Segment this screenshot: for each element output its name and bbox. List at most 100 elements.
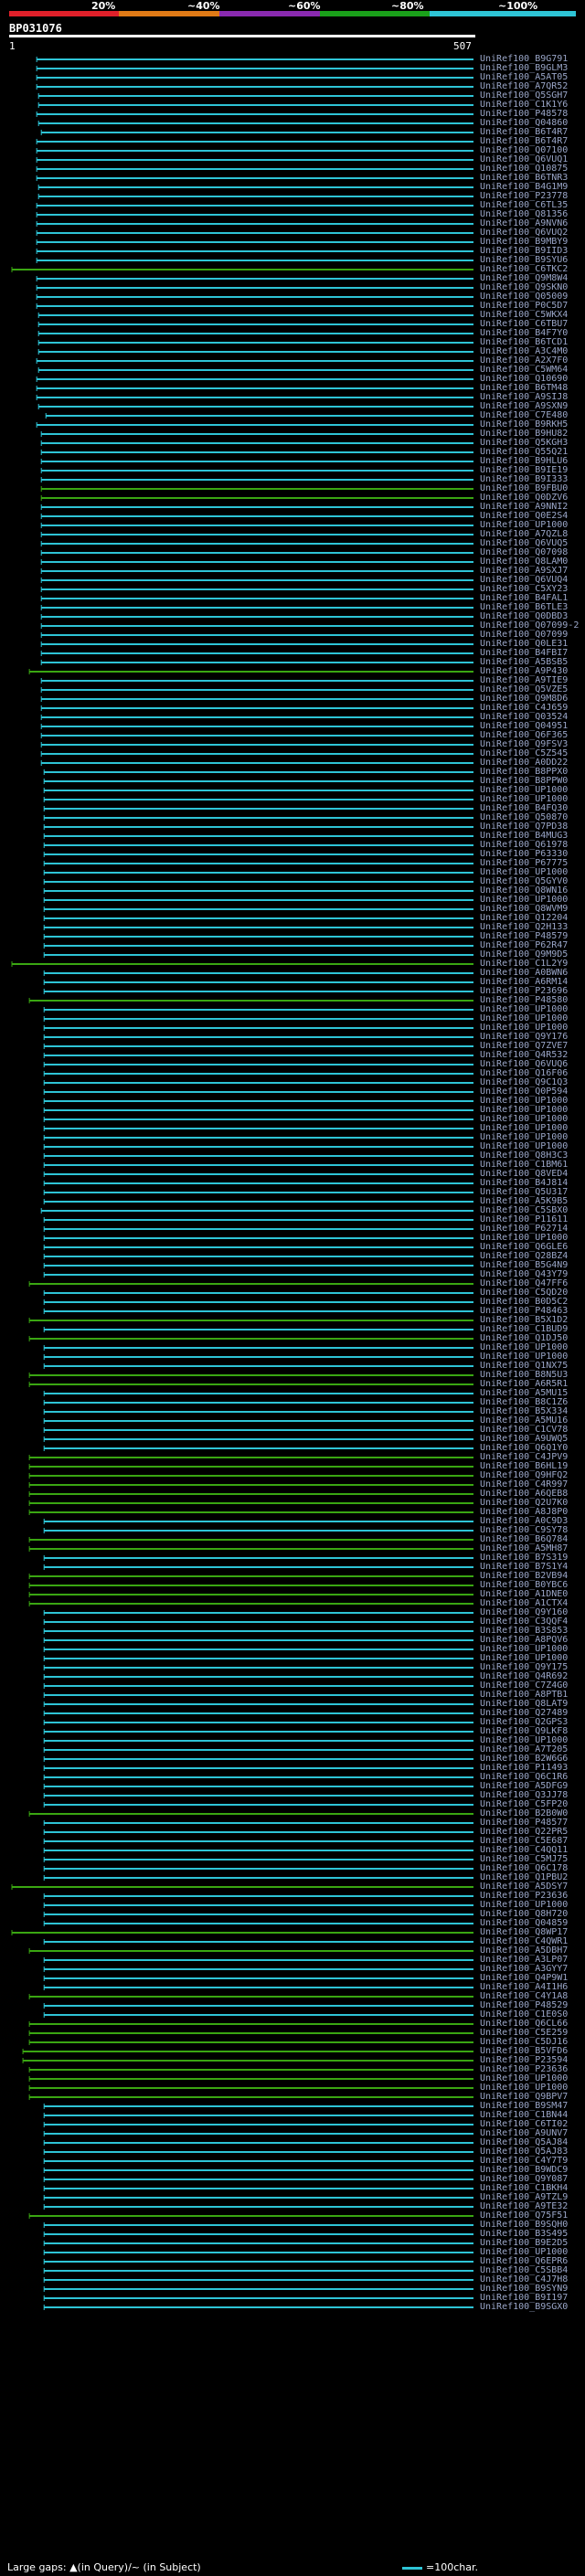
hit-label[interactable]: UniRef100_B3S853 (480, 1626, 569, 1636)
hit-label[interactable]: UniRef100_B4MUG3 (480, 831, 569, 841)
hit-label[interactable]: UniRef100_Q9BPV7 (480, 2092, 569, 2102)
hit-label[interactable]: UniRef100_UP1000 (480, 1644, 569, 1654)
hit-label[interactable]: UniRef100_Q04860 (480, 118, 569, 128)
hit-label[interactable]: UniRef100_B9RKH5 (480, 419, 569, 429)
hit-label[interactable]: UniRef100_Q6C1R6 (480, 1772, 569, 1782)
hit-label[interactable]: UniRef100_P23636 (480, 1891, 569, 1901)
hit-label[interactable]: UniRef100_C3QQF4 (480, 1617, 569, 1627)
hit-label[interactable]: UniRef100_UP1000 (480, 1900, 569, 1910)
hit-label[interactable]: UniRef100_B9E2D5 (480, 2238, 569, 2248)
hit-label[interactable]: UniRef100_Q1NX75 (480, 1361, 569, 1371)
hit-label[interactable]: UniRef100_UP1000 (480, 1653, 569, 1663)
hit-label[interactable]: UniRef100_Q07099 (480, 630, 569, 640)
hit-label[interactable]: UniRef100_P11493 (480, 1763, 569, 1773)
hit-label[interactable]: UniRef100_A7QZL8 (480, 529, 569, 539)
hit-label[interactable]: UniRef100_C1BUD9 (480, 1324, 569, 1334)
hit-label[interactable]: UniRef100_UP1000 (480, 1096, 569, 1106)
hit-label[interactable]: UniRef100_A6RM14 (480, 977, 569, 987)
hit-label[interactable]: UniRef100_P48578 (480, 109, 569, 119)
hit-label[interactable]: UniRef100_Q7ZVE7 (480, 1041, 569, 1051)
hit-label[interactable]: UniRef100_C4J7H8 (480, 2274, 569, 2284)
hit-label[interactable]: UniRef100_A9TE32 (480, 2201, 569, 2211)
hit-label[interactable]: UniRef100_Q16F06 (480, 1068, 569, 1078)
hit-label[interactable]: UniRef100_P48580 (480, 995, 569, 1005)
hit-label[interactable]: UniRef100_B9IID3 (480, 246, 569, 256)
hit-label[interactable]: UniRef100_Q50870 (480, 812, 569, 822)
hit-label[interactable]: UniRef100_Q5AJ84 (480, 2137, 569, 2147)
hit-label[interactable]: UniRef100_P48529 (480, 2000, 569, 2010)
hit-label[interactable]: UniRef100_B5VFD6 (480, 2046, 569, 2056)
hit-label[interactable]: UniRef100_Q10875 (480, 164, 569, 174)
hit-label[interactable]: UniRef100_UP1000 (480, 1735, 569, 1745)
hit-label[interactable]: UniRef100_B9SYN9 (480, 2284, 569, 2294)
hit-label[interactable]: UniRef100_Q5GYV0 (480, 876, 569, 886)
hit-label[interactable]: UniRef100_UP1000 (480, 1352, 569, 1362)
hit-label[interactable]: UniRef100_A5K9B5 (480, 1196, 569, 1206)
hit-label[interactable]: UniRef100_Q8WP17 (480, 1927, 569, 1937)
hit-label[interactable]: UniRef100_UP1000 (480, 1004, 569, 1014)
hit-label[interactable]: UniRef100_C5E259 (480, 2028, 569, 2038)
hit-label[interactable]: UniRef100_Q03524 (480, 712, 569, 722)
hit-label[interactable]: UniRef100_B3S495 (480, 2229, 569, 2239)
hit-label[interactable]: UniRef100_B8PPW0 (480, 776, 569, 786)
hit-label[interactable]: UniRef100_B2B0W0 (480, 1808, 569, 1818)
hit-label[interactable]: UniRef100_Q6F365 (480, 730, 569, 740)
hit-label[interactable]: UniRef100_C4Y7T9 (480, 2156, 569, 2166)
hit-label[interactable]: UniRef100_A9NVN6 (480, 218, 569, 228)
hit-label[interactable]: UniRef100_Q2H133 (480, 922, 569, 932)
hit-label[interactable]: UniRef100_B6HL19 (480, 1461, 569, 1471)
hit-label[interactable]: UniRef100_UP1000 (480, 895, 569, 905)
hit-label[interactable]: UniRef100_B7S319 (480, 1553, 569, 1563)
hit-label[interactable]: UniRef100_Q3JJ78 (480, 1790, 569, 1800)
hit-label[interactable]: UniRef100_A4I1H6 (480, 1982, 569, 1992)
hit-label[interactable]: UniRef100_C5MJ75 (480, 1854, 569, 1864)
hit-label[interactable]: UniRef100_C5XY23 (480, 584, 569, 594)
hit-label[interactable]: UniRef100_Q9FSV3 (480, 739, 569, 749)
hit-label[interactable]: UniRef100_C4JPV9 (480, 1452, 569, 1462)
hit-label[interactable]: UniRef100_C5QD20 (480, 1288, 569, 1298)
hit-label[interactable]: UniRef100_Q61978 (480, 840, 569, 850)
hit-label[interactable]: UniRef100_Q6VUQ6 (480, 1059, 569, 1069)
hit-label[interactable]: UniRef100_Q9LKF8 (480, 1726, 569, 1736)
hit-label[interactable]: UniRef100_A5DFG9 (480, 1781, 569, 1791)
hit-label[interactable]: UniRef100_Q0E2S4 (480, 511, 569, 521)
hit-label[interactable]: UniRef100_Q2U7K0 (480, 1498, 569, 1508)
hit-label[interactable]: UniRef100_C4QQ11 (480, 1845, 569, 1855)
hit-label[interactable]: UniRef100_Q81356 (480, 209, 569, 219)
hit-label[interactable]: UniRef100_A6QEB8 (480, 1489, 569, 1499)
hit-label[interactable]: UniRef100_B9SGX0 (480, 2302, 569, 2312)
hit-label[interactable]: UniRef100_B9HU82 (480, 429, 569, 439)
hit-label[interactable]: UniRef100_Q1PBU2 (480, 1872, 569, 1882)
hit-label[interactable]: UniRef100_B9G791 (480, 54, 569, 64)
hit-label[interactable]: UniRef100_A6R5R1 (480, 1379, 569, 1389)
hit-label[interactable]: UniRef100_Q10690 (480, 374, 569, 384)
hit-label[interactable]: UniRef100_P23636 (480, 2064, 569, 2074)
hit-label[interactable]: UniRef100_C5WM64 (480, 365, 569, 375)
hit-label[interactable]: UniRef100_C4QWR1 (480, 1936, 569, 1946)
hit-label[interactable]: UniRef100_Q9Y176 (480, 1032, 569, 1042)
hit-label[interactable]: UniRef100_UP1000 (480, 520, 569, 530)
hit-label[interactable]: UniRef100_P23696 (480, 986, 569, 996)
hit-label[interactable]: UniRef100_A0DD22 (480, 758, 569, 768)
hit-label[interactable]: UniRef100_B4G1M9 (480, 182, 569, 192)
hit-label[interactable]: UniRef100_C4Y1A8 (480, 1991, 569, 2001)
hit-label[interactable]: UniRef100_P63330 (480, 849, 569, 859)
hit-label[interactable]: UniRef100_UP1000 (480, 2247, 569, 2257)
hit-label[interactable]: UniRef100_B5G4N9 (480, 1260, 569, 1270)
hit-label[interactable]: UniRef100_UP1000 (480, 2073, 569, 2083)
hit-label[interactable]: UniRef100_Q9Y160 (480, 1607, 569, 1617)
hit-label[interactable]: UniRef100_B9HLU6 (480, 456, 569, 466)
hit-label[interactable]: UniRef100_C1BKH4 (480, 2183, 569, 2193)
hit-label[interactable]: UniRef100_B9SM47 (480, 2101, 569, 2111)
hit-label[interactable]: UniRef100_Q5KGH3 (480, 438, 569, 448)
hit-label[interactable]: UniRef100_UP1000 (480, 1105, 569, 1115)
hit-label[interactable]: UniRef100_B6T4R7 (480, 136, 569, 146)
hit-label[interactable]: UniRef100_Q8WVM9 (480, 904, 569, 914)
hit-label[interactable]: UniRef100_UP1000 (480, 1013, 569, 1023)
hit-label[interactable]: UniRef100_Q5SGH7 (480, 90, 569, 101)
hit-label[interactable]: UniRef100_B6TCD1 (480, 337, 569, 347)
hit-label[interactable]: UniRef100_B9GLM3 (480, 63, 569, 73)
hit-label[interactable]: UniRef100_B9IE19 (480, 465, 569, 475)
hit-label[interactable]: UniRef100_C6TI02 (480, 2119, 569, 2129)
hit-label[interactable]: UniRef100_A5MU15 (480, 1388, 569, 1398)
